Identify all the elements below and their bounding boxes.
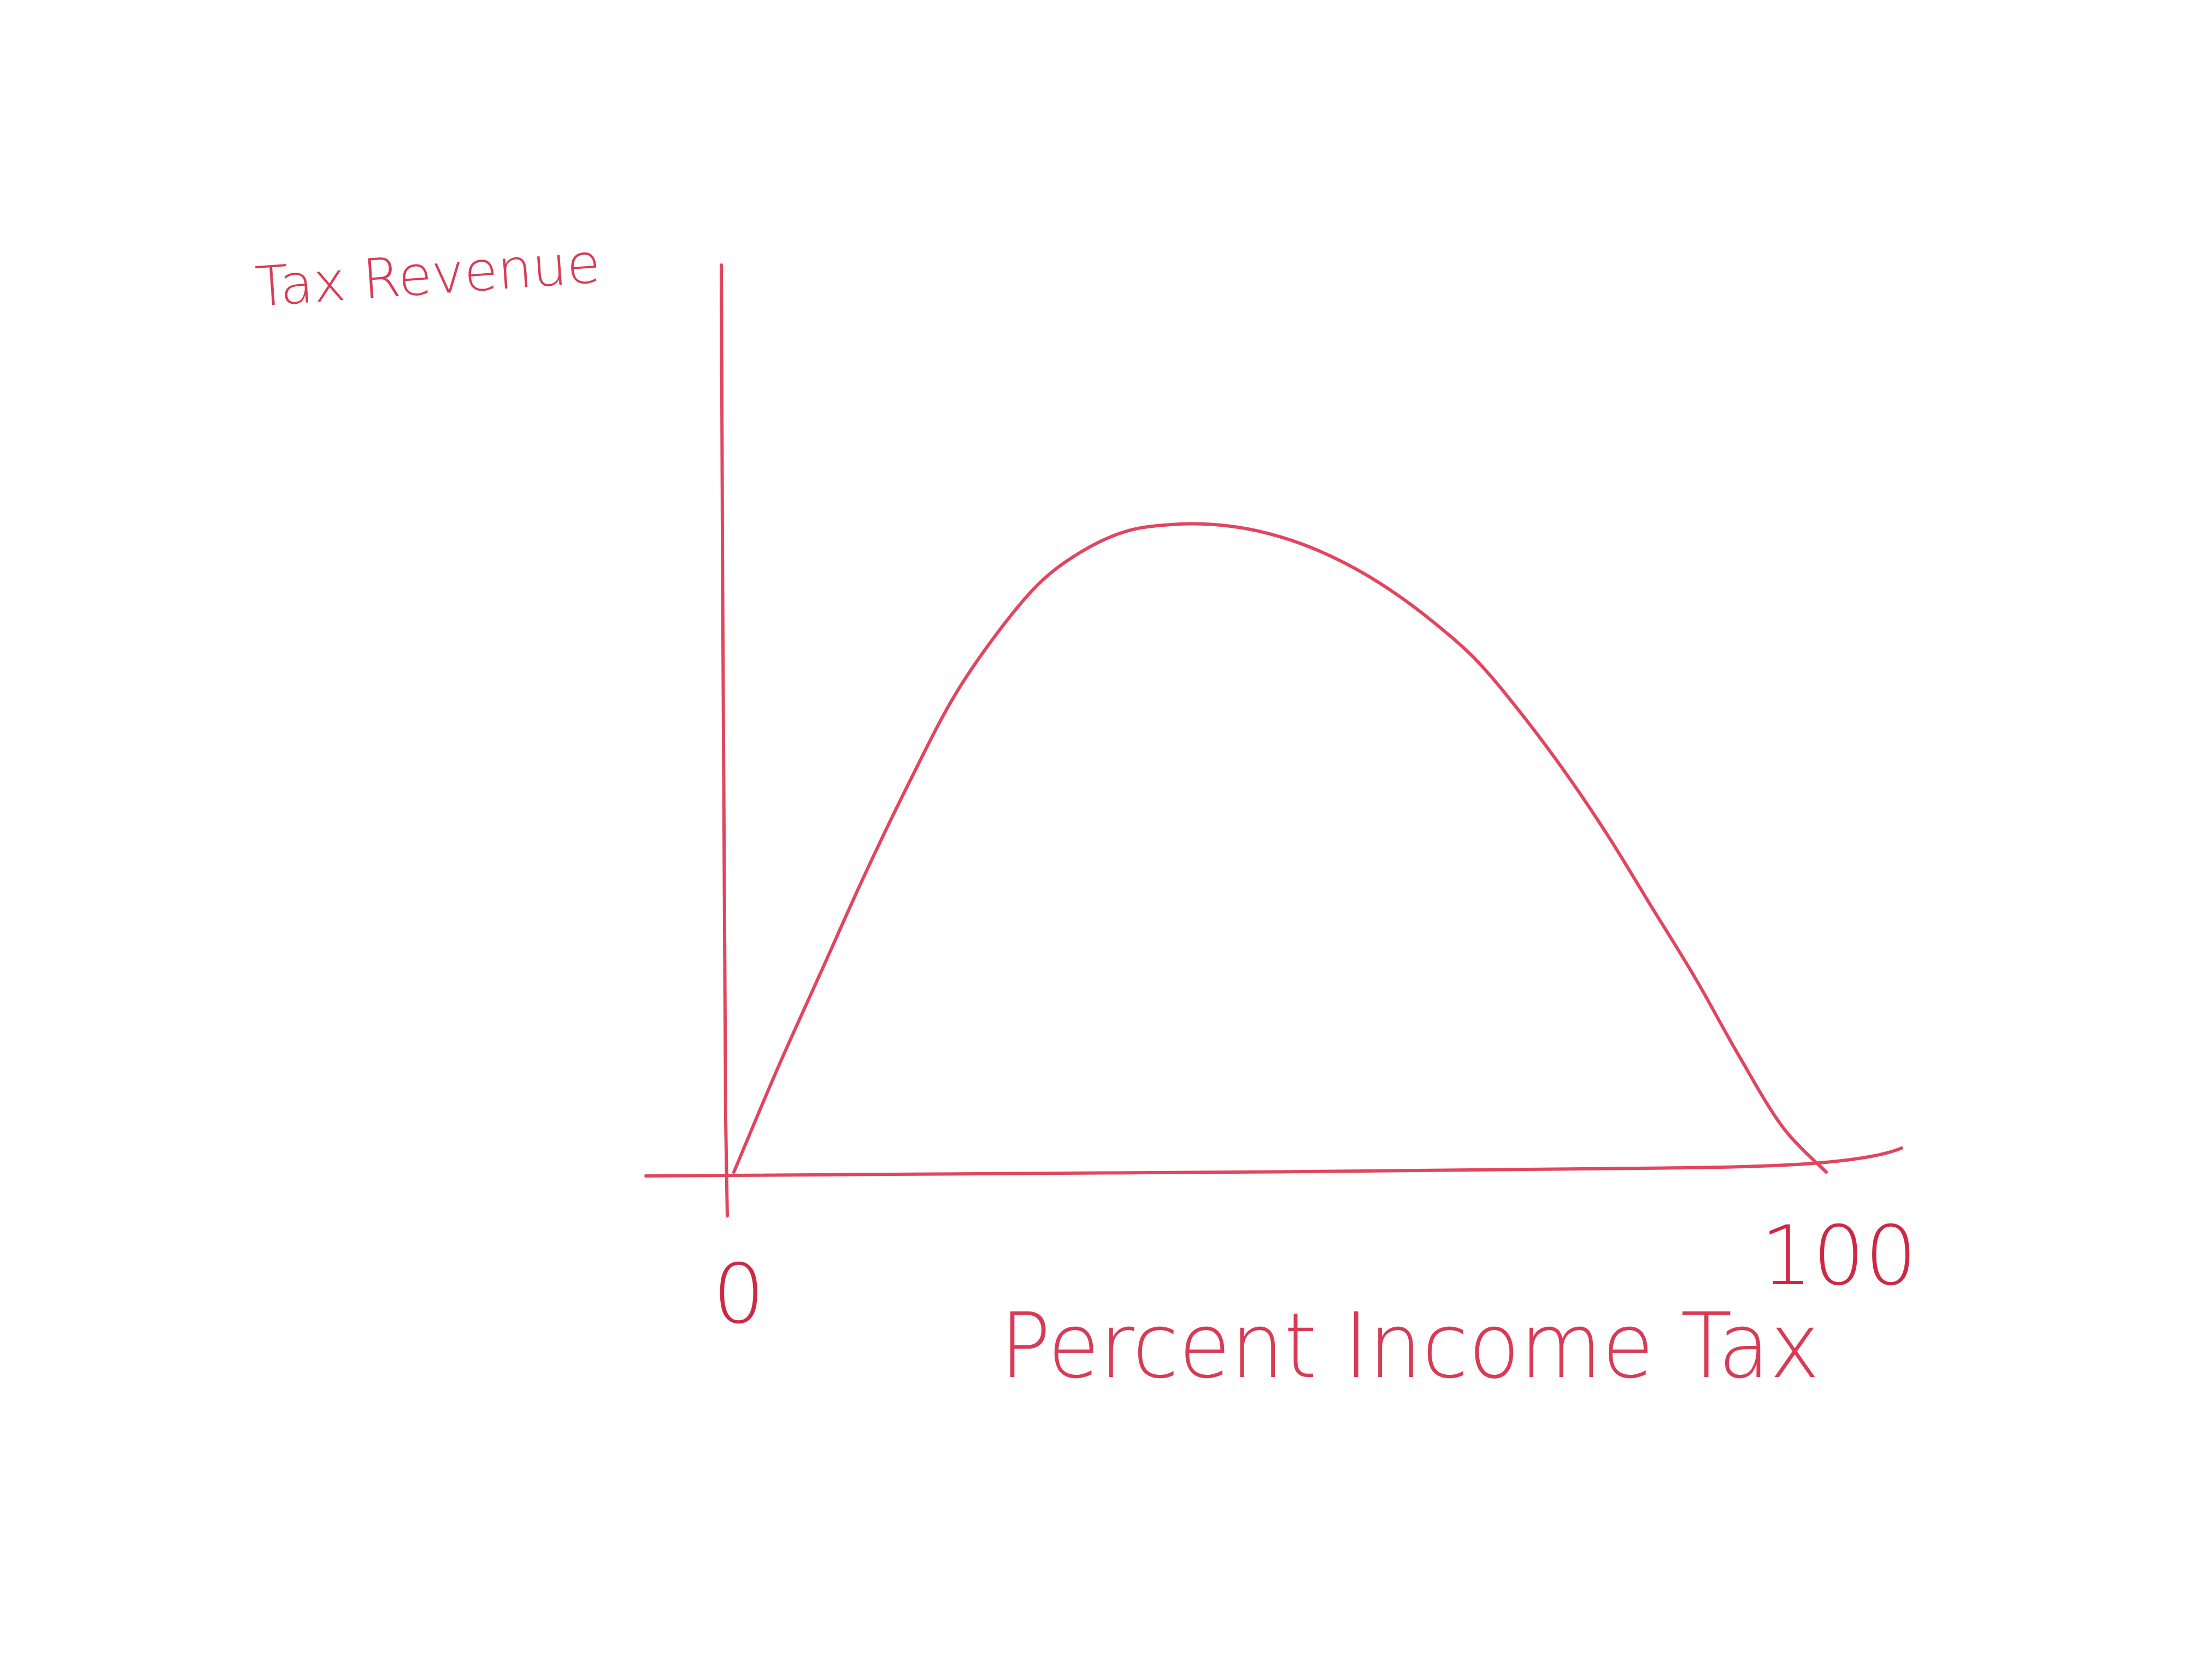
series-line (732, 522, 1828, 1174)
x-tick-label-100: 100 (1761, 1209, 1917, 1304)
x-axis (644, 1146, 1903, 1178)
y-axis-label: Tax Revenue (254, 231, 603, 319)
y-axis (720, 263, 729, 1217)
x-axis-label: Percent Income Tax (1000, 1293, 1820, 1398)
x-tick-label-0: 0 (713, 1247, 764, 1342)
series-curve (732, 522, 1828, 1174)
